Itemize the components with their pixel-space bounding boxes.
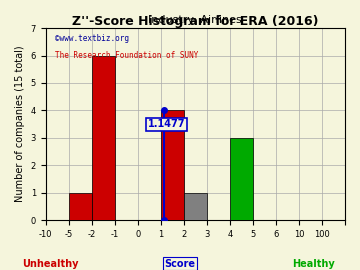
Text: Industry: Airlines: Industry: Airlines — [148, 15, 242, 25]
Bar — [69, 193, 92, 220]
Bar — [92, 56, 115, 220]
Text: 1.1477: 1.1477 — [148, 119, 185, 129]
Bar — [161, 110, 184, 220]
Y-axis label: Number of companies (15 total): Number of companies (15 total) — [15, 46, 25, 202]
Text: Score: Score — [165, 259, 195, 269]
Text: The Research Foundation of SUNY: The Research Foundation of SUNY — [55, 51, 198, 60]
Text: Unhealthy: Unhealthy — [22, 259, 78, 269]
Text: Healthy: Healthy — [292, 259, 334, 269]
Title: Z''-Score Histogram for ERA (2016): Z''-Score Histogram for ERA (2016) — [72, 15, 319, 28]
Bar — [184, 193, 207, 220]
Bar — [230, 138, 253, 220]
Text: ©www.textbiz.org: ©www.textbiz.org — [55, 34, 129, 43]
